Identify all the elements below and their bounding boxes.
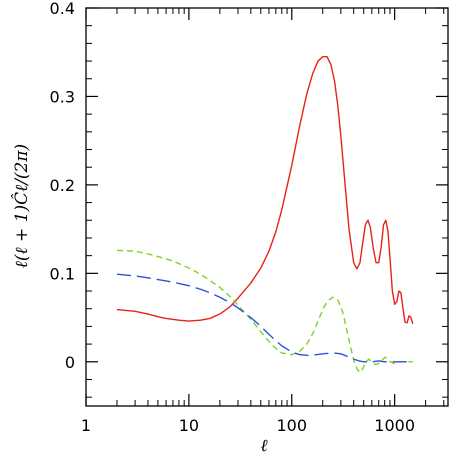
x-tick-label: 10	[179, 416, 199, 435]
y-tick-label: 0.3	[50, 87, 75, 106]
x-tick-label: 100	[276, 416, 307, 435]
series-line-solid-red	[116, 55, 414, 324]
y-tick-label: 0.1	[50, 264, 75, 283]
major-ticks	[85, 7, 448, 406]
series-lines	[116, 55, 414, 374]
series-line-dashed-green	[116, 249, 413, 374]
y-tick-label: 0.4	[50, 0, 75, 18]
y-tick-label: 0.2	[50, 176, 75, 195]
series-line-long-dashed-blue	[116, 273, 413, 363]
y-tick-label: 0	[65, 353, 75, 372]
x-tick-label: 1000	[374, 416, 415, 435]
x-tick-label: 1	[81, 416, 91, 435]
x-tick-labels: 1 10 100 1000	[81, 416, 415, 435]
minor-ticks	[86, 8, 448, 406]
plot-frame	[85, 7, 449, 407]
y-axis-label: ℓ(ℓ + 1)Ĉℓ/(2π)	[11, 144, 32, 268]
y-tick-labels: 0 0.1 0.2 0.3 0.4	[50, 0, 75, 372]
x-axis-label: ℓ	[260, 436, 267, 456]
